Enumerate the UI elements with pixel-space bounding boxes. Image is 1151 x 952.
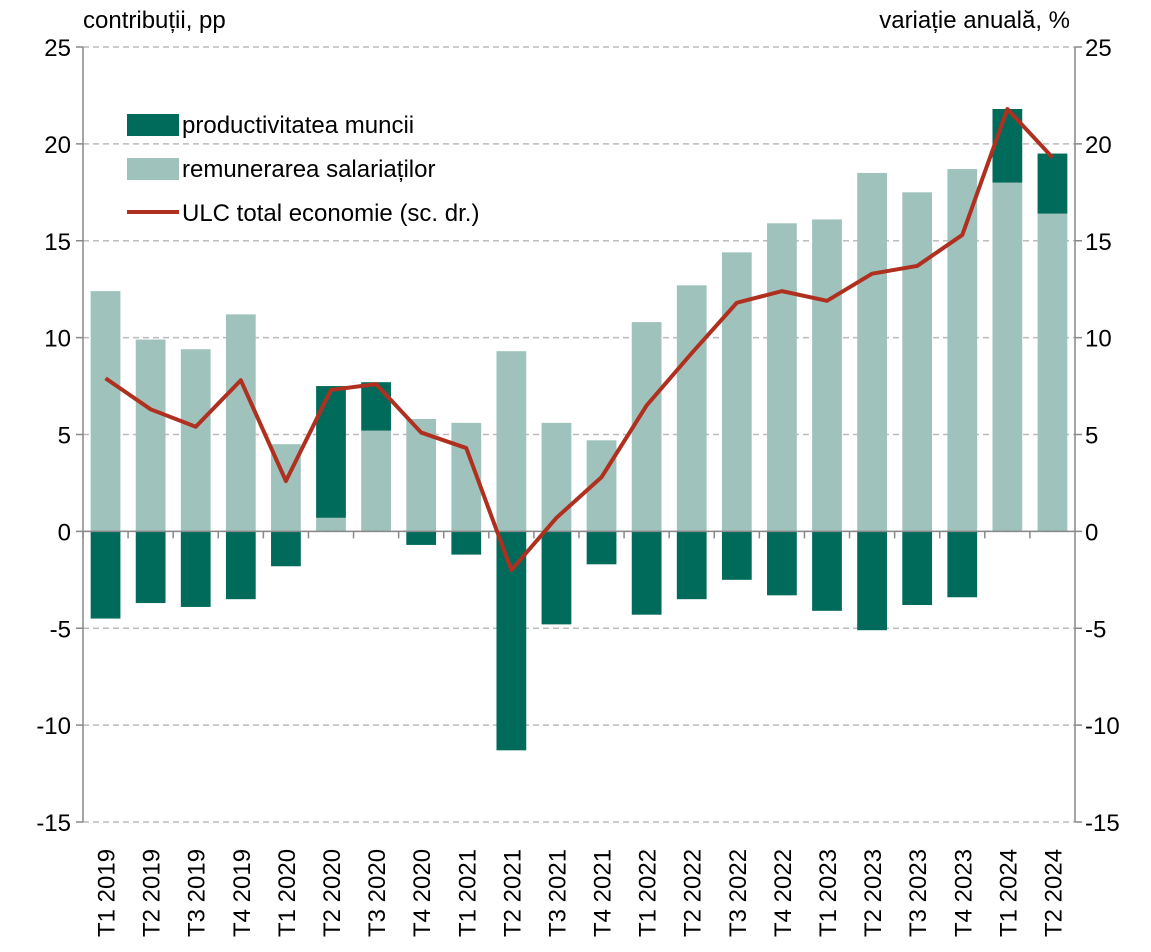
x-tick-label: T3 2019: [184, 849, 211, 937]
y2-axis-label: variație anuală, %: [879, 7, 1070, 34]
bar: [947, 531, 978, 598]
x-tick-label: T2 2024: [1040, 849, 1067, 937]
bar: [225, 314, 256, 532]
y-tick-label: 0: [58, 519, 71, 546]
legend-swatch: [127, 158, 179, 180]
x-tick-label: T2 2021: [499, 849, 526, 937]
bar: [676, 285, 707, 532]
y2-tick-label: -5: [1085, 616, 1106, 643]
bar: [857, 172, 887, 532]
bar: [451, 531, 482, 555]
y2-tick-label: 15: [1085, 229, 1112, 256]
y2-tick-label: 5: [1085, 423, 1098, 450]
bar: [767, 531, 797, 596]
x-tick-label: T1 2024: [995, 849, 1022, 937]
x-tick-label: T1 2023: [815, 849, 842, 937]
bar: [676, 531, 707, 600]
bar: [1037, 153, 1068, 214]
bar: [271, 531, 301, 567]
bar: [361, 430, 391, 532]
x-tick-label: T1 2020: [274, 849, 301, 937]
bar: [631, 531, 662, 615]
x-tick-label: T4 2021: [590, 849, 617, 937]
x-tick-label: T4 2019: [229, 849, 256, 937]
x-tick-label: T2 2022: [680, 849, 707, 937]
bar: [812, 531, 842, 611]
x-tick-label: T2 2019: [139, 849, 166, 937]
bar: [812, 219, 842, 532]
bar: [496, 351, 527, 532]
y2-tick-label: -15: [1085, 810, 1120, 837]
bar: [992, 182, 1023, 532]
legend-label: ULC total economie (sc. dr.): [182, 200, 479, 227]
x-tick-label: T3 2021: [544, 849, 571, 937]
legend-label: productivitatea muncii: [182, 112, 414, 139]
bar: [180, 531, 211, 607]
bar: [902, 192, 933, 532]
y-tick-label: 15: [44, 229, 71, 256]
x-tick-label: T1 2022: [635, 849, 662, 937]
bar: [180, 349, 211, 532]
bar: [721, 531, 752, 580]
y-tick-label: 5: [58, 423, 71, 450]
bar: [225, 531, 256, 600]
y-tick-label: 25: [44, 35, 71, 62]
y-tick-label: -10: [36, 713, 71, 740]
bar: [406, 531, 437, 545]
x-tick-label: T3 2020: [364, 849, 391, 937]
bar: [316, 386, 346, 518]
line: [104, 107, 1054, 573]
bar: [586, 531, 617, 565]
y2-tick-label: 0: [1085, 519, 1098, 546]
x-tick-label: T3 2022: [725, 849, 752, 937]
bar: [631, 322, 662, 532]
x-tick-label: T1 2021: [454, 849, 481, 937]
y-tick-label: -5: [50, 616, 71, 643]
y2-tick-label: -10: [1085, 713, 1120, 740]
y-tick-label: 10: [44, 326, 71, 353]
x-tick-label: T2 2023: [860, 849, 887, 937]
y-axis-label: contribuții, pp: [83, 7, 226, 34]
legend-swatch: [127, 114, 179, 136]
y2-tick-label: 20: [1085, 132, 1112, 159]
x-tick-label: T3 2023: [905, 849, 932, 937]
bar: [721, 252, 752, 532]
bar: [857, 531, 887, 631]
legend-label: remunerarea salariaților: [182, 156, 435, 183]
bar: [361, 382, 391, 431]
bar: [496, 531, 527, 751]
bar: [90, 291, 121, 532]
bar: [541, 531, 572, 625]
bar: [767, 223, 797, 532]
bar: [947, 169, 978, 532]
bar: [316, 517, 346, 532]
y-tick-label: 20: [44, 132, 71, 159]
bar: [135, 339, 166, 532]
bar: [1037, 213, 1068, 532]
bar: [541, 422, 572, 532]
bar: [902, 531, 933, 605]
y2-tick-label: 25: [1085, 35, 1112, 62]
bar: [90, 531, 121, 619]
x-tick-label: T4 2023: [950, 849, 977, 937]
x-tick-label: T4 2020: [409, 849, 436, 937]
bar: [135, 531, 166, 604]
y-tick-label: -15: [36, 810, 71, 837]
y2-tick-label: 10: [1085, 326, 1112, 353]
x-tick-label: T4 2022: [770, 849, 797, 937]
x-tick-label: T1 2019: [94, 849, 121, 937]
x-tick-label: T2 2020: [319, 849, 346, 937]
